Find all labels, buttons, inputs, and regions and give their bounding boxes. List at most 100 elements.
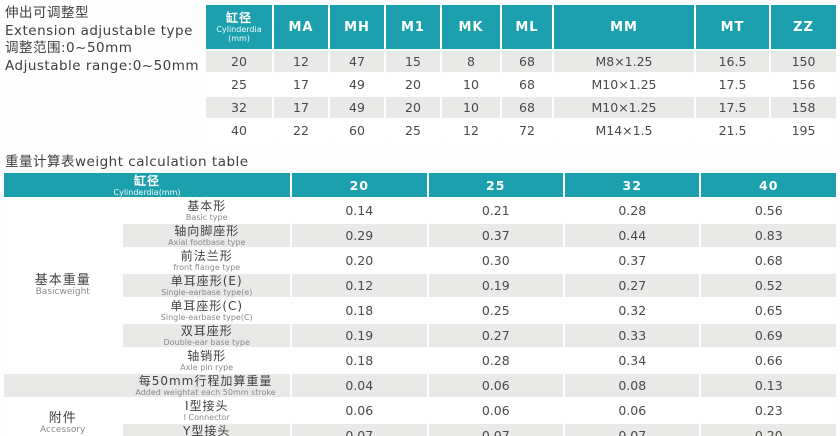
row-label: 轴销形 Axle pin rype — [123, 349, 291, 372]
table-row: 40 22 60 25 12 72 M14×1.5 21.5 195 — [206, 120, 836, 141]
value-cell: 0.69 — [701, 324, 836, 347]
value-cell: 0.29 — [292, 224, 427, 247]
value-cell: 0.23 — [701, 399, 836, 422]
table-row: 单耳座形(C) Single-earbase type(C) 0.18 0.25… — [4, 299, 836, 322]
intro-line-type-cn: 伸出可调整型 — [5, 5, 89, 21]
table-cell: 150 — [771, 51, 836, 72]
table-cell: 20 — [206, 51, 272, 72]
table-cell: 40 — [206, 120, 272, 141]
header-col-ml: ML — [502, 5, 552, 49]
value-cell: 0.30 — [428, 249, 563, 272]
value-cell: 0.12 — [292, 274, 427, 297]
value-cell: 0.83 — [701, 224, 836, 247]
value-cell: 0.18 — [292, 299, 427, 322]
table-row: 附件 Accessory I型接头 I Connector 0.06 0.06 … — [4, 399, 836, 436]
header-cylinder-dia-cn: 缸径 — [225, 11, 252, 25]
row-label: 单耳座形(E) Single-earbase type(e) — [123, 274, 291, 297]
table-cell: 49 — [330, 74, 384, 95]
dimension-table-header-row: 缸径 Cylinderdia (mm) MA MH M1 MK ML MM MT… — [206, 5, 836, 49]
table-cell: 72 — [502, 120, 552, 141]
header-col-32: 32 — [565, 173, 700, 197]
header-col-40: 40 — [701, 173, 836, 197]
table-cell: M10×1.25 — [554, 97, 694, 118]
table-cell: 22 — [274, 120, 328, 141]
header-cylinder-dia: 缸径 Cylinderdia (mm) — [206, 5, 272, 49]
table-cell: 10 — [442, 97, 500, 118]
table-row: 20 12 47 15 8 68 M8×1.25 16.5 150 — [206, 51, 836, 72]
value-cell: 0.65 — [701, 299, 836, 322]
header-col-mt: MT — [696, 5, 769, 49]
value-cell: 0.06 — [428, 374, 563, 397]
value-cell: 0.32 — [565, 299, 700, 322]
table-cell: 60 — [330, 120, 384, 141]
header-cylinder-dia: 缸径 Cylinderdia(mm) — [4, 173, 291, 197]
section-title: 重量计算表weight calculation table — [5, 154, 249, 170]
value-cell: 0.28 — [428, 349, 563, 372]
table-cell: 25 — [386, 120, 440, 141]
value-cell: 0.66 — [701, 349, 836, 372]
table-row: 25 17 49 20 10 68 M10×1.25 17.5 156 — [206, 74, 836, 95]
intro-text: 伸出可调整型 Extension adjustable type 调整范围:0~… — [5, 5, 199, 75]
value-cell: 0.04 — [292, 374, 427, 397]
value-cell: 0.13 — [701, 374, 836, 397]
row-label: 前法兰形 front flange type — [123, 249, 291, 272]
table-cell: 25 — [206, 74, 272, 95]
table-cell: M10×1.25 — [554, 74, 694, 95]
header-cylinder-dia-en: Cylinderdia — [216, 25, 262, 34]
table-row: 32 17 49 20 10 68 M10×1.25 17.5 158 — [206, 97, 836, 118]
header-col-20: 20 — [292, 173, 427, 197]
value-cell: 0.14 — [292, 199, 427, 222]
value-cell: 0.56 — [701, 199, 836, 222]
table-cell: 17.5 — [696, 74, 769, 95]
value-cell: 0.21 — [428, 199, 563, 222]
value-cell: 0.19 — [292, 324, 427, 347]
group-label-basic-weight: 基本重量 Basicweight — [4, 199, 122, 372]
table-row: 每50mm行程加算重量 Added weightat each 50mm str… — [4, 374, 836, 397]
header-col-ma: MA — [274, 5, 328, 49]
table-cell: 32 — [206, 97, 272, 118]
table-cell: 156 — [771, 74, 836, 95]
table-cell: 12 — [442, 120, 500, 141]
intro-line-range-cn: 调整范围:0~50mm — [5, 40, 133, 56]
table-cell: 8 — [442, 51, 500, 72]
header-col-25: 25 — [428, 173, 563, 197]
table-row: 双耳座形 Double-ear base type 0.19 0.27 0.33… — [4, 324, 836, 347]
table-cell: 68 — [502, 97, 552, 118]
table-row: 基本重量 Basicweight 基本形 Basic type 0.14 0.2… — [4, 199, 836, 372]
intro-line-range-en: Adjustable range:0~50mm — [5, 57, 200, 74]
value-cell: 0.28 — [565, 199, 700, 222]
value-cell: 0.27 — [565, 274, 700, 297]
group-label-accessory: 附件 Accessory — [4, 399, 122, 436]
value-cell: 0.20 — [292, 249, 427, 272]
table-cell: 47 — [330, 51, 384, 72]
table-cell: 10 — [442, 74, 500, 95]
value-cell: 0.07 — [292, 424, 427, 436]
header-cylinder-dia-unit: (mm) — [228, 34, 250, 43]
table-cell: 20 — [386, 97, 440, 118]
table-cell: 158 — [771, 97, 836, 118]
table-cell: 17 — [274, 74, 328, 95]
header-col-zz: ZZ — [771, 5, 836, 49]
value-cell: 0.20 — [701, 424, 836, 436]
value-cell: 0.06 — [565, 399, 700, 422]
table-cell: 12 — [274, 51, 328, 72]
value-cell: 0.07 — [565, 424, 700, 436]
value-cell: 0.27 — [428, 324, 563, 347]
row-label: I型接头 I Connector — [123, 399, 291, 422]
value-cell: 0.08 — [565, 374, 700, 397]
table-cell: 20 — [386, 74, 440, 95]
header-col-m1: M1 — [386, 5, 440, 49]
row-label: Y型接头 Connector — [123, 424, 291, 436]
value-cell: 0.34 — [565, 349, 700, 372]
value-cell: 0.06 — [428, 399, 563, 422]
table-cell: M14×1.5 — [554, 120, 694, 141]
table-cell: 17.5 — [696, 97, 769, 118]
value-cell: 0.19 — [428, 274, 563, 297]
value-cell: 0.37 — [428, 224, 563, 247]
dimension-table: 缸径 Cylinderdia (mm) MA MH M1 MK ML MM MT… — [204, 3, 838, 143]
header-col-mm: MM — [554, 5, 694, 49]
row-label: 轴向脚座形 Axial footbase type — [123, 224, 291, 247]
value-cell: 0.33 — [565, 324, 700, 347]
table-cell: 68 — [502, 51, 552, 72]
header-col-mk: MK — [442, 5, 500, 49]
